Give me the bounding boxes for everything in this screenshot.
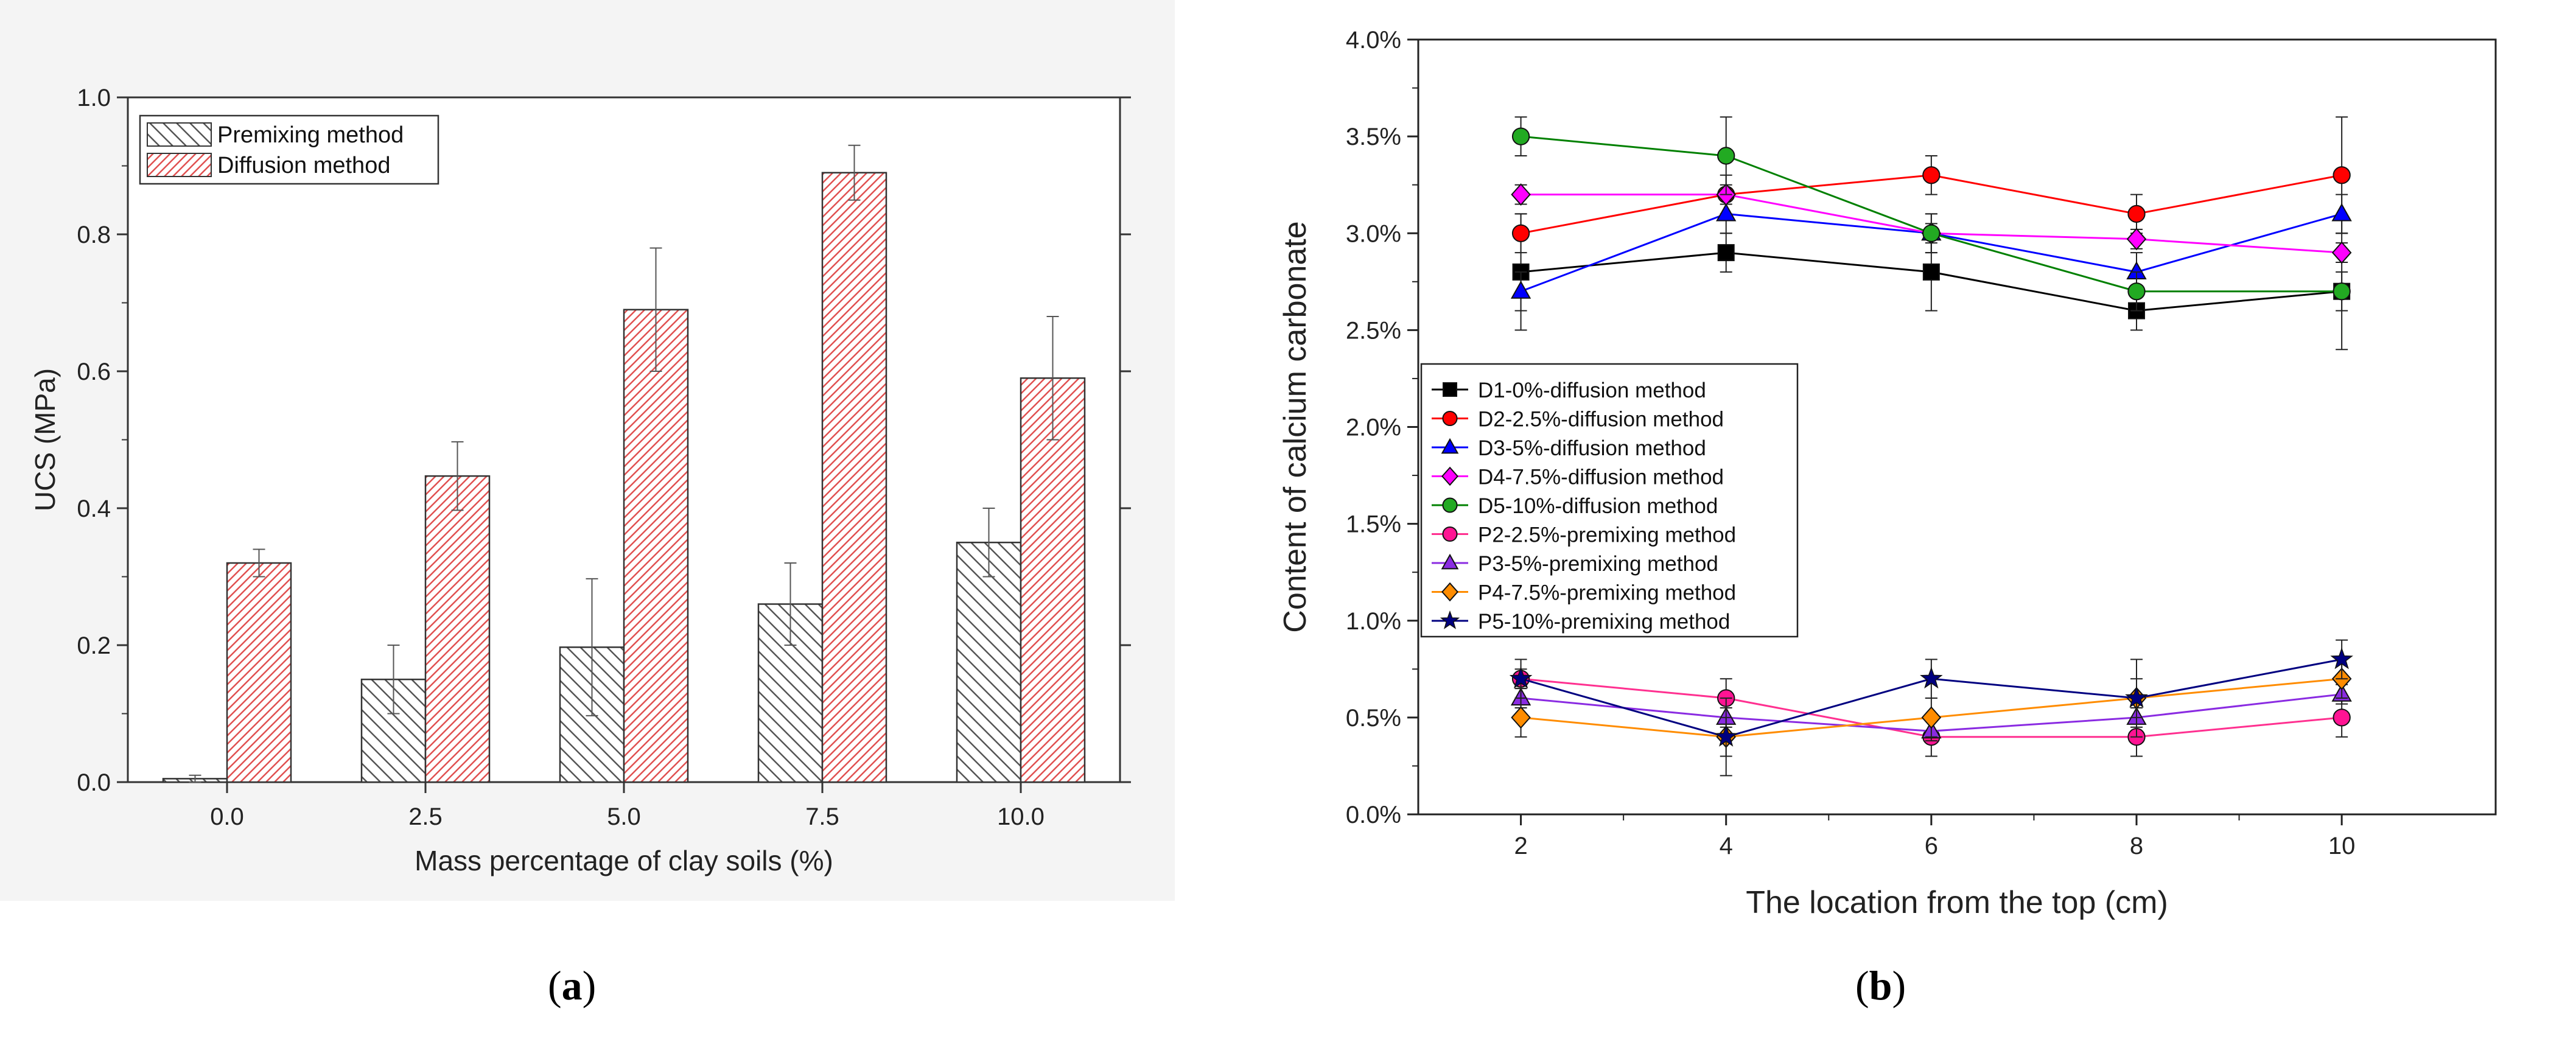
legend-b-label-d3-5-diffusion-method: D3-5%-diffusion method: [1478, 436, 1706, 460]
x-tick-label-b: 4: [1720, 833, 1733, 859]
legend-b-marker-d1-0-diffusion-method: [1443, 382, 1457, 397]
point-d3-5-diffusion-method-x10: [2331, 203, 2352, 222]
legend-b-label-p2-2-5-premixing-method: P2-2.5%-premixing method: [1478, 523, 1736, 547]
point-d3-5-diffusion-method-x4: [1716, 203, 1737, 222]
legend-b-marker-d3-5-diffusion-method: [1441, 438, 1459, 454]
bar-diffusion-method-2-5: [424, 475, 491, 783]
bar-premixing-method-10-0: [956, 542, 1022, 783]
y-tick-label-a: 0.8: [77, 222, 111, 248]
point-d5-10-diffusion-method-x4: [1717, 147, 1735, 165]
point-d4-7-5-diffusion-method-x8: [2126, 228, 2147, 251]
y-tick-label-b: 4.0%: [1346, 27, 1401, 54]
point-d4-7-5-diffusion-method-x10: [2331, 241, 2352, 264]
point-d2-2-5-diffusion-method-x6: [1922, 166, 1941, 184]
x-tick-label-b: 2: [1514, 833, 1527, 859]
caption-a: (a): [548, 962, 597, 1009]
point-d3-5-diffusion-method-x2: [1510, 281, 1531, 299]
point-d5-10-diffusion-method-x6: [1922, 224, 1941, 242]
point-p5-10-premixing-method-x2: [1509, 666, 1533, 689]
y-tick-label-a: 0.6: [77, 358, 111, 385]
series-p5-10-premixing-method: [1509, 639, 2353, 777]
bar-diffusion-method-0-0: [226, 562, 292, 783]
chart-b: 0.0% 0.5% 1.0% 1.5% 2.0% 2.5% 3.0% 3.5% 4.0% 2 4 6 8…: [1278, 27, 2497, 920]
y-tick-label-b: 2.0%: [1346, 414, 1401, 441]
point-p5-10-premixing-method-x6: [1920, 666, 1943, 689]
legend-b-label-p5-10-premixing-method: P5-10%-premixing method: [1478, 610, 1730, 634]
legend-b-label-d1-0-diffusion-method: D1-0%-diffusion method: [1478, 379, 1706, 402]
y-tick-label-a: 0.0: [77, 769, 111, 796]
point-d2-2-5-diffusion-method-x8: [2127, 205, 2146, 223]
x-tick-label-b: 8: [2130, 833, 2143, 859]
legend-a-label-premixing-method: Premixing method: [217, 122, 404, 148]
legend-b-marker-d2-2-5-diffusion-method: [1442, 410, 1458, 427]
point-d2-2-5-diffusion-method-x2: [1511, 224, 1530, 242]
point-p4-7-5-premixing-method-x2: [1511, 706, 1531, 729]
point-d5-10-diffusion-method-x10: [2333, 282, 2351, 301]
y-tick-label-a: 1.0: [77, 85, 111, 111]
point-p2-2-5-premixing-method-x10: [2333, 708, 2351, 727]
series-d5-10-diffusion-method: [1511, 116, 2351, 312]
legend-b-marker-d5-10-diffusion-method: [1442, 497, 1458, 513]
point-d4-7-5-diffusion-method-x2: [1511, 183, 1531, 206]
y-tick-label-a: 0.2: [77, 632, 111, 659]
x-tick-label-a: 0.0: [210, 803, 244, 830]
y-axis-label-a: UCS (MPa): [29, 368, 61, 511]
legend-a-swatch-diffusion-method: [147, 153, 212, 177]
legend-b: D1-0%-diffusion method D2-2.5%-diffusion …: [1420, 363, 1799, 638]
point-d1-0-diffusion-method-x6: [1922, 263, 1940, 281]
y-tick-label-b: 2.5%: [1346, 317, 1401, 344]
x-tick-label-a: 5.0: [607, 803, 641, 830]
point-d5-10-diffusion-method-x8: [2127, 282, 2146, 301]
legend-b-marker-d4-7-5-diffusion-method: [1441, 466, 1458, 486]
point-d1-0-diffusion-method-x4: [1717, 244, 1735, 262]
legend-b-marker-p5-10-premixing-method: [1440, 610, 1460, 629]
legend-b-marker-p3-5-premixing-method: [1441, 553, 1459, 570]
x-tick-label-a: 10.0: [997, 803, 1045, 830]
point-d2-2-5-diffusion-method-x10: [2333, 166, 2351, 184]
point-p5-10-premixing-method-x8: [2125, 686, 2148, 708]
bar-diffusion-method-5-0: [623, 309, 689, 783]
legend-b-label-d4-7-5-diffusion-method: D4-7.5%-diffusion method: [1478, 466, 1724, 489]
legend-b-box: [1420, 363, 1799, 638]
legend-a: Premixing method Diffusion method: [139, 114, 439, 185]
legend-b-marker-p4-7-5-premixing-method: [1441, 582, 1458, 602]
y-tick-label-a: 0.4: [77, 495, 111, 522]
legend-a-swatch-premixing-method: [147, 122, 212, 147]
caption-b: (b): [1855, 962, 1906, 1009]
y-tick-label-b: 3.5%: [1346, 124, 1401, 150]
x-tick-label-b: 6: [1925, 833, 1938, 859]
point-p5-10-premixing-method-x10: [2330, 647, 2353, 670]
y-tick-label-b: 0.0%: [1346, 802, 1401, 828]
x-tick-label-a: 7.5: [805, 803, 839, 830]
point-d5-10-diffusion-method-x2: [1511, 127, 1530, 145]
x-axis-label-a: Mass percentage of clay soils (%): [415, 845, 833, 876]
bar-diffusion-method-7-5: [821, 172, 887, 783]
chart-a: 0.0 0.2 0.4 0.6 0.8 1.0 0.0 2.5 5.0 7.5 10.0 Mass p…: [29, 85, 1131, 876]
point-p4-7-5-premixing-method-x6: [1921, 706, 1942, 729]
bar-diffusion-method-10-0: [1020, 377, 1086, 783]
y-tick-label-b: 0.5%: [1346, 705, 1401, 732]
legend-b-marker-p2-2-5-premixing-method: [1442, 526, 1458, 542]
legend-b-label-p3-5-premixing-method: P3-5%-premixing method: [1478, 552, 1718, 576]
legend-b-label-d2-2-5-diffusion-method: D2-2.5%-diffusion method: [1478, 408, 1724, 432]
x-axis-label-b: The location from the top (cm): [1746, 885, 2168, 920]
x-tick-label-a: 2.5: [408, 803, 443, 830]
y-tick-label-b: 3.0%: [1346, 220, 1401, 247]
legend-a-label-diffusion-method: Diffusion method: [217, 153, 390, 178]
x-tick-label-b: 10: [2328, 833, 2356, 859]
point-p5-10-premixing-method-x4: [1714, 724, 1738, 747]
legend-b-label-p4-7-5-premixing-method: P4-7.5%-premixing method: [1478, 581, 1736, 605]
y-tick-label-b: 1.0%: [1346, 608, 1401, 635]
legend-b-label-d5-10-diffusion-method: D5-10%-diffusion method: [1478, 494, 1718, 518]
y-tick-label-b: 1.5%: [1346, 511, 1401, 538]
y-axis-label-b: Content of calcium carbonate: [1278, 221, 1313, 632]
